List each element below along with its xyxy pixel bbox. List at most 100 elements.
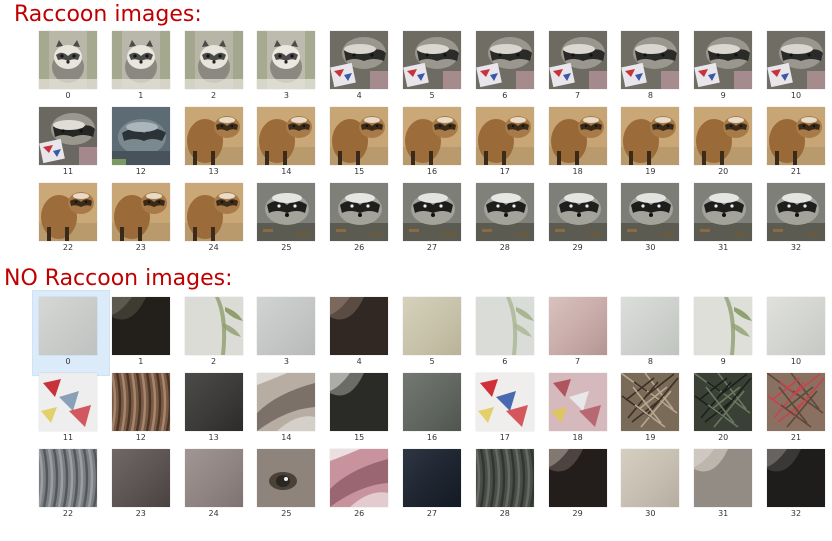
image-label: 3 — [283, 91, 289, 100]
image-tile-noraccoon-32[interactable]: 32 — [764, 446, 832, 524]
image-tile-raccoon-12[interactable]: 12 — [109, 104, 179, 182]
image-thumbnail — [330, 183, 389, 241]
image-tile-noraccoon-6[interactable]: 6 — [473, 294, 543, 372]
image-tile-noraccoon-10[interactable]: 10 — [764, 294, 832, 372]
image-label: 5 — [429, 357, 435, 366]
image-thumbnail — [403, 107, 461, 165]
image-label: 29 — [572, 243, 583, 252]
image-thumbnail — [257, 183, 316, 241]
image-tile-noraccoon-20[interactable]: 20 — [691, 370, 761, 448]
image-thumbnail — [621, 449, 680, 507]
image-label: 18 — [572, 433, 583, 442]
image-tile-noraccoon-7[interactable]: 7 — [546, 294, 616, 372]
image-thumbnail — [330, 31, 389, 89]
image-thumbnail — [548, 31, 607, 89]
image-thumbnail — [475, 297, 534, 355]
image-label: 15 — [354, 167, 365, 176]
image-tile-noraccoon-4[interactable]: 4 — [327, 294, 397, 372]
image-tile-raccoon-23[interactable]: 23 — [109, 180, 179, 258]
image-tile-raccoon-8[interactable]: 8 — [618, 28, 688, 106]
image-tile-noraccoon-25[interactable]: 25 — [254, 446, 324, 524]
image-tile-noraccoon-24[interactable]: 24 — [182, 446, 252, 524]
image-thumbnail — [330, 449, 389, 507]
image-tile-raccoon-20[interactable]: 20 — [691, 104, 761, 182]
image-label: 6 — [502, 357, 508, 366]
image-tile-raccoon-17[interactable]: 17 — [473, 104, 543, 182]
image-tile-noraccoon-1[interactable]: 1 — [109, 294, 179, 372]
image-tile-noraccoon-12[interactable]: 12 — [109, 370, 179, 448]
section-title-no-raccoon: NO Raccoon images: — [4, 266, 233, 291]
image-label: 4 — [356, 91, 362, 100]
image-thumbnail — [475, 373, 534, 431]
image-tile-noraccoon-2[interactable]: 2 — [182, 294, 252, 372]
image-tile-raccoon-27[interactable]: 27 — [400, 180, 470, 258]
image-tile-noraccoon-5[interactable]: 5 — [400, 294, 470, 372]
image-tile-noraccoon-26[interactable]: 26 — [327, 446, 397, 524]
image-tile-raccoon-6[interactable]: 6 — [473, 28, 543, 106]
image-tile-noraccoon-31[interactable]: 31 — [691, 446, 761, 524]
image-tile-noraccoon-30[interactable]: 30 — [618, 446, 688, 524]
image-tile-noraccoon-23[interactable]: 23 — [109, 446, 179, 524]
image-label: 16 — [426, 167, 438, 176]
image-tile-noraccoon-8[interactable]: 8 — [618, 294, 688, 372]
image-label: 32 — [790, 509, 802, 518]
image-tile-raccoon-29[interactable]: 29 — [546, 180, 616, 258]
image-tile-raccoon-13[interactable]: 13 — [182, 104, 252, 182]
image-tile-noraccoon-13[interactable]: 13 — [182, 370, 252, 448]
image-label: 11 — [62, 167, 74, 176]
image-tile-noraccoon-9[interactable]: 9 — [691, 294, 761, 372]
image-tile-noraccoon-15[interactable]: 15 — [327, 370, 397, 448]
image-label: 24 — [208, 243, 219, 252]
image-tile-raccoon-9[interactable]: 9 — [691, 28, 761, 106]
image-label: 21 — [790, 433, 802, 442]
image-tile-noraccoon-11[interactable]: 11 — [36, 370, 106, 448]
image-tile-raccoon-10[interactable]: 10 — [764, 28, 832, 106]
image-tile-noraccoon-17[interactable]: 17 — [473, 370, 543, 448]
image-label: 15 — [354, 433, 365, 442]
image-tile-raccoon-11[interactable]: 11 — [36, 104, 106, 182]
image-tile-raccoon-28[interactable]: 28 — [473, 180, 543, 258]
image-tile-raccoon-25[interactable]: 25 — [254, 180, 324, 258]
image-thumbnail — [257, 373, 316, 431]
image-tile-raccoon-5[interactable]: 5 — [400, 28, 470, 106]
image-tile-raccoon-32[interactable]: 32 — [764, 180, 832, 258]
image-tile-noraccoon-28[interactable]: 28 — [473, 446, 543, 524]
image-tile-raccoon-14[interactable]: 14 — [254, 104, 324, 182]
image-tile-noraccoon-14[interactable]: 14 — [254, 370, 324, 448]
image-tile-raccoon-7[interactable]: 7 — [546, 28, 616, 106]
image-tile-raccoon-1[interactable]: 1 — [109, 28, 179, 106]
image-tile-raccoon-26[interactable]: 26 — [327, 180, 397, 258]
image-tile-raccoon-31[interactable]: 31 — [691, 180, 761, 258]
image-tile-noraccoon-21[interactable]: 21 — [764, 370, 832, 448]
image-thumbnail — [403, 31, 461, 89]
image-tile-raccoon-3[interactable]: 3 — [254, 28, 324, 106]
image-tile-noraccoon-27[interactable]: 27 — [400, 446, 470, 524]
image-tile-noraccoon-16[interactable]: 16 — [400, 370, 470, 448]
image-tile-noraccoon-0[interactable]: 0 — [32, 290, 110, 376]
image-label: 29 — [572, 509, 583, 518]
image-tile-noraccoon-22[interactable]: 22 — [36, 446, 106, 524]
image-tile-noraccoon-19[interactable]: 19 — [618, 370, 688, 448]
image-tile-raccoon-24[interactable]: 24 — [182, 180, 252, 258]
image-label: 31 — [718, 509, 729, 518]
image-tile-raccoon-18[interactable]: 18 — [546, 104, 616, 182]
image-tile-raccoon-2[interactable]: 2 — [182, 28, 252, 106]
image-tile-raccoon-16[interactable]: 16 — [400, 104, 470, 182]
image-tile-raccoon-21[interactable]: 21 — [764, 104, 832, 182]
image-thumbnail — [475, 449, 534, 507]
image-thumbnail — [184, 373, 243, 431]
image-tile-noraccoon-3[interactable]: 3 — [254, 294, 324, 372]
image-tile-raccoon-4[interactable]: 4 — [327, 28, 397, 106]
image-label: 10 — [790, 91, 802, 100]
image-label: 10 — [790, 357, 802, 366]
image-tile-raccoon-30[interactable]: 30 — [618, 180, 688, 258]
image-label: 27 — [426, 243, 438, 252]
image-tile-raccoon-19[interactable]: 19 — [618, 104, 688, 182]
image-tile-noraccoon-18[interactable]: 18 — [546, 370, 616, 448]
image-label: 11 — [62, 433, 74, 442]
image-tile-raccoon-0[interactable]: 0 — [36, 28, 106, 106]
image-tile-raccoon-22[interactable]: 22 — [36, 180, 106, 258]
image-thumbnail — [694, 183, 753, 241]
image-tile-raccoon-15[interactable]: 15 — [327, 104, 397, 182]
image-tile-noraccoon-29[interactable]: 29 — [546, 446, 616, 524]
